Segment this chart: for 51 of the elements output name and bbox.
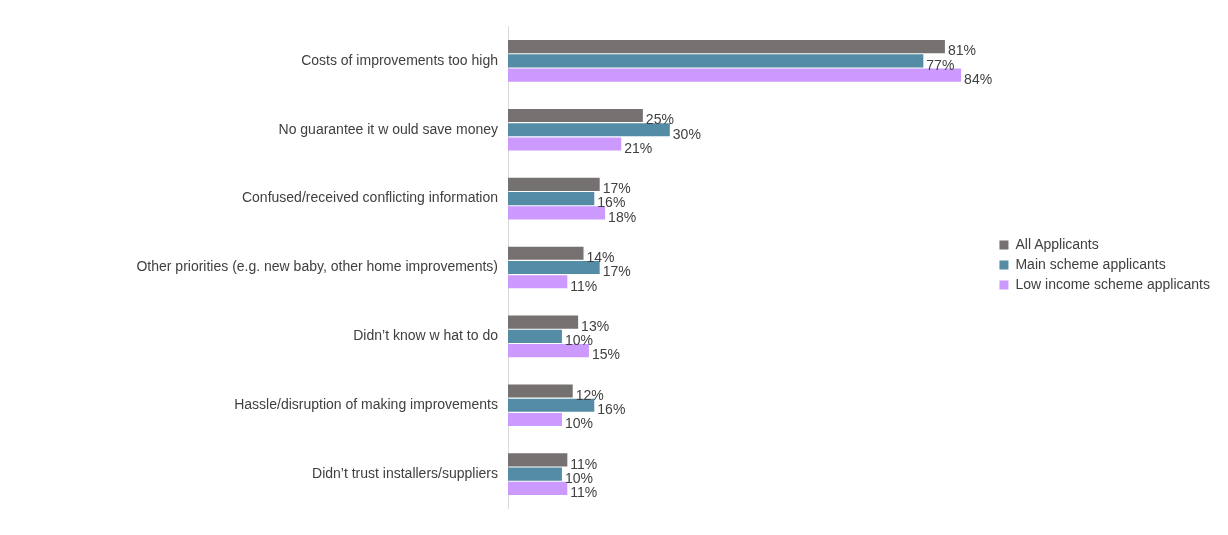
y-tick-label: Hassle/disruption of making improvements [234,396,498,413]
data-label: 12% [575,386,604,403]
legend-label: All Applicants [1015,235,1099,252]
data-label: 18% [608,208,637,225]
data-label: 10% [564,470,593,487]
bar [508,398,595,412]
y-tick-label: Other priorities (e.g. new baby, other home improvements) [136,258,498,275]
data-label: 10% [564,332,593,349]
data-label: 16% [597,401,626,418]
y-tick-label: Didn’t trust installers/suppliers [312,465,498,482]
data-label: 17% [602,263,631,280]
data-label: 14% [586,249,615,266]
bar [508,329,562,343]
bar [508,246,584,260]
legend-label: Low income scheme applicants [1015,275,1210,292]
data-label: 11% [570,277,598,294]
bar [508,384,573,398]
bar [508,108,643,123]
bar [508,453,568,467]
bar [508,192,595,206]
bar [508,260,600,275]
y-tick-label: Confused/received conflicting information [241,189,498,206]
bar [508,481,568,495]
bar [508,177,600,191]
y-tick-label: Costs of improvements too high [301,51,498,68]
y-tick-label: No guarantee it w ould save money [278,120,498,137]
data-label: 10% [564,415,593,432]
legend-label: Main scheme applicants [1015,255,1166,272]
data-label: 17% [602,180,631,197]
data-label: 84% [964,70,993,87]
bar [508,123,670,137]
y-tick-label: Didn’t know w hat to do [353,327,499,344]
data-label: 15% [591,346,620,363]
bar [508,68,962,82]
bar [508,206,606,220]
data-label: 11% [570,455,598,472]
bar [508,137,622,151]
data-label: 77% [926,56,955,73]
bar [508,344,589,358]
data-label: 13% [581,318,610,335]
bar [508,40,945,54]
bar [508,315,579,329]
data-label: 81% [947,42,976,59]
data-label: 16% [597,194,626,211]
data-label: 11% [570,484,598,501]
bar [508,54,924,68]
data-label: 21% [624,139,653,156]
bar [508,412,562,427]
bar [508,467,562,481]
bar [508,275,568,289]
data-label: 30% [672,125,701,142]
